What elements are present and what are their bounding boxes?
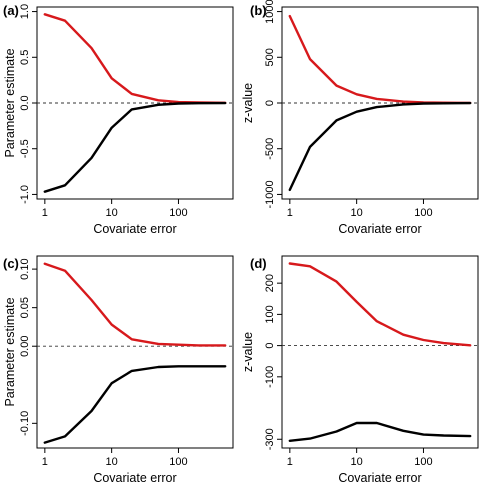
y-tick-label: 0.00 <box>19 336 31 357</box>
y-tick-label: 0 <box>264 100 276 106</box>
x-tick-label: 100 <box>169 456 187 468</box>
x-tick-label: 100 <box>414 456 432 468</box>
y-tick-label: -1000 <box>264 180 276 208</box>
x-axis-title: Covariate error <box>93 222 176 236</box>
y-tick-label: -0.10 <box>19 411 31 436</box>
x-tick-label: 1 <box>287 207 293 219</box>
series-line-black <box>288 421 472 442</box>
chart-panel-3: (c) 1 10 100 -0.10 0.00 0.05 0.10 Covariate erro… <box>3 255 234 485</box>
panel-label: (b) <box>250 3 267 18</box>
series-line-black <box>288 101 472 192</box>
y-tick-label: 500 <box>264 48 276 66</box>
plot-frame <box>281 255 479 449</box>
chart-panel-2: (b) 1 10 100 -1000 -500 0 500 1000 Covariate erro… <box>241 0 479 236</box>
series-line-black <box>43 365 227 444</box>
y-tick-label: -500 <box>264 138 276 160</box>
chart-panel-1: (a) 1 10 100 -1.0 -0.5 0.0 0.5 1.0 Covariate erro… <box>3 3 234 236</box>
y-tick-label: 0 <box>264 343 276 349</box>
y-tick-label: 1.0 <box>19 4 31 19</box>
series-line-red <box>288 262 472 347</box>
series-line-red <box>43 13 227 105</box>
y-tick-label: -300 <box>264 428 276 450</box>
x-tick-label: 100 <box>414 207 432 219</box>
y-tick-label: -100 <box>264 366 276 388</box>
y-axis-title: Parameter estimate <box>3 297 17 406</box>
y-tick-label: 0.0 <box>19 95 31 110</box>
y-tick-label: 200 <box>264 274 276 292</box>
series-line-black <box>43 101 227 193</box>
plot-frame <box>36 255 234 449</box>
series-line-red <box>288 14 472 105</box>
chart-panel-4: (d) 1 10 100 -300 -100 0 100 200 Covariate error z… <box>241 255 479 485</box>
y-axis-title: Parameter estimate <box>3 48 17 157</box>
x-axis-title: Covariate error <box>338 222 421 236</box>
panel-label: (d) <box>250 256 267 271</box>
y-tick-label: -0.5 <box>19 139 31 158</box>
x-axis-title: Covariate error <box>338 471 421 485</box>
x-tick-label: 1 <box>42 207 48 219</box>
x-tick-label: 100 <box>169 207 187 219</box>
x-tick-label: 1 <box>42 456 48 468</box>
y-tick-label: 100 <box>264 305 276 323</box>
x-axis-title: Covariate error <box>93 471 176 485</box>
y-tick-label: 0.5 <box>19 50 31 65</box>
x-tick-label: 10 <box>106 207 118 219</box>
y-tick-label: 0.10 <box>19 258 31 279</box>
panel-label: (c) <box>3 256 19 271</box>
x-tick-label: 1 <box>287 456 293 468</box>
y-tick-label: 0.05 <box>19 297 31 318</box>
y-axis-title: z-value <box>241 332 255 372</box>
x-tick-label: 10 <box>351 456 363 468</box>
y-axis-title: z-value <box>241 83 255 123</box>
series-line-red <box>43 262 227 347</box>
x-tick-label: 10 <box>351 207 363 219</box>
panel-label: (a) <box>3 3 19 18</box>
x-tick-label: 10 <box>106 456 118 468</box>
y-tick-label: 1000 <box>264 0 276 24</box>
y-tick-label: -1.0 <box>19 185 31 204</box>
